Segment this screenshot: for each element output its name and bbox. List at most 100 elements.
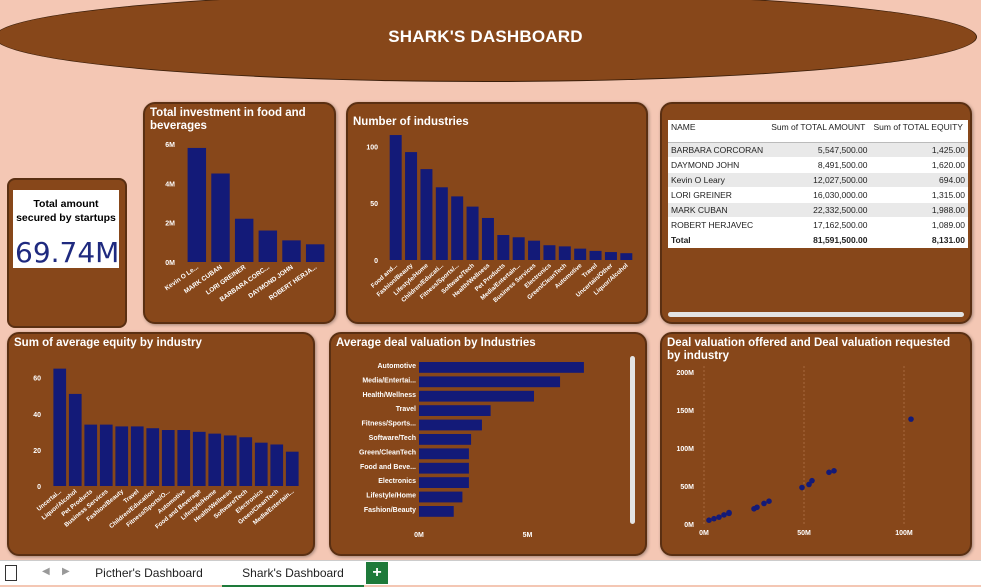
- chart-bar: [68, 393, 82, 486]
- y-tick-label: 6M: [165, 142, 175, 149]
- industries-count-panel[interactable]: Number of industries 100 50 0 Food and... Fa…: [346, 102, 648, 324]
- chart-bar: [270, 444, 284, 486]
- chart-bar: [99, 424, 113, 486]
- chart-bar: [419, 434, 472, 445]
- col-equity-header[interactable]: Sum of TOTAL EQUITY: [870, 120, 968, 143]
- chart-bar: [282, 240, 301, 262]
- y-tick-label: 40: [33, 412, 41, 419]
- chart-bar: [419, 419, 482, 431]
- tab-shark-dashboard[interactable]: Shark's Dashboard: [222, 561, 364, 587]
- scatter-point: [721, 512, 727, 518]
- table-row[interactable]: DAYMOND JOHN 8,491,500.00 1,620.00: [668, 157, 968, 173]
- cell-equity: 1,425.00: [870, 142, 968, 158]
- chart-bar: [192, 431, 206, 486]
- dashboard-title: SHARK'S DASHBOARD: [388, 27, 583, 46]
- y-category-label: Travel: [396, 406, 416, 413]
- cell-equity: 694.00: [870, 172, 968, 188]
- table-row[interactable]: LORI GREINER 16,030,000.00 1,315.00: [668, 187, 968, 203]
- y-category-label: Fashion/Beauty: [364, 507, 416, 514]
- shark-table-panel[interactable]: NAME Sum of TOTAL AMOUNT Sum of TOTAL EQ…: [660, 102, 972, 324]
- y-category-label: Lifestyle/Home: [366, 493, 416, 500]
- add-sheet-button[interactable]: +: [366, 562, 388, 584]
- col-name-header[interactable]: NAME: [668, 120, 769, 143]
- prev-sheet-arrow-icon[interactable]: ◀: [42, 566, 50, 577]
- y-category-label: Electronics: [378, 478, 416, 485]
- chart-bar: [389, 135, 402, 260]
- chart-bar: [419, 390, 535, 402]
- y-tick-label: 200M: [676, 370, 694, 377]
- y-tick-label: 2M: [165, 221, 175, 228]
- chart-bar: [53, 368, 67, 486]
- chart-bar: [435, 187, 448, 260]
- col-amount-header[interactable]: Sum of TOTAL AMOUNT: [768, 120, 871, 143]
- table-row[interactable]: ROBERT HERJAVEC 17,162,500.00 1,089.00: [668, 217, 968, 233]
- deal-scatter-panel[interactable]: Deal valuation offered and Deal valuatio…: [660, 332, 972, 556]
- industries-count-title: Number of industries: [353, 116, 469, 128]
- cell-equity: 1,988.00: [870, 202, 968, 218]
- cell-amount: 17,162,500.00: [768, 217, 871, 233]
- scatter-point: [826, 469, 832, 476]
- scatter-point: [754, 504, 760, 511]
- cell-name: MARK CUBAN: [668, 202, 769, 218]
- food-investment-panel[interactable]: Total investment in food and beverages 6…: [143, 102, 336, 324]
- chart-bar: [419, 362, 584, 373]
- y-tick-label: 100: [366, 144, 378, 151]
- x-tick-label: 100M: [895, 530, 913, 537]
- chart-bar: [239, 437, 253, 486]
- table-horizontal-scrollbar[interactable]: [668, 312, 964, 317]
- y-category-label: Media/Entertai...: [362, 377, 416, 384]
- chart-bar: [146, 428, 160, 486]
- scatter-point: [706, 517, 712, 523]
- chart-bar: [211, 173, 230, 262]
- valuation-vertical-scrollbar[interactable]: [630, 356, 635, 524]
- chart-bar: [208, 433, 222, 486]
- y-category-label: Health/Wellness: [362, 392, 416, 399]
- chart-bar: [528, 240, 541, 260]
- y-tick-label: 4M: [165, 181, 175, 188]
- chart-bar: [419, 477, 469, 488]
- chart-bar: [177, 430, 191, 486]
- cell-equity: 1,089.00: [870, 217, 968, 233]
- x-tick-label: 5M: [523, 532, 533, 539]
- cell-equity: 1,620.00: [870, 157, 968, 173]
- chart-bar: [234, 218, 254, 262]
- avg-valuation-panel[interactable]: Average deal valuation by Industries Aut…: [329, 332, 647, 556]
- x-tick-label: 0M: [699, 530, 709, 537]
- chart-bar: [258, 230, 278, 262]
- next-sheet-arrow-icon[interactable]: ▶: [62, 566, 70, 577]
- cell-amount: 16,030,000.00: [768, 187, 871, 203]
- chart-bar: [419, 462, 469, 474]
- chart-bar: [620, 253, 633, 260]
- table-row[interactable]: MARK CUBAN 22,332,500.00 1,988.00: [668, 202, 968, 218]
- total-label: Total: [668, 232, 769, 248]
- y-category-label: Green/CleanTech: [359, 449, 416, 456]
- dashboard-title-banner: SHARK'S DASHBOARD: [0, 0, 977, 82]
- avg-equity-panel[interactable]: Sum of average equity by industry 60 40 20…: [7, 332, 315, 556]
- y-category-label: Fitness/Sports...: [362, 421, 417, 428]
- total-amount: 81,591,500.00: [768, 232, 871, 248]
- chart-bar: [512, 237, 525, 260]
- table-row[interactable]: Kevin O Leary 12,027,500.00 694.00: [668, 172, 968, 188]
- chart-bar: [543, 245, 556, 260]
- y-tick-label: 20: [33, 448, 41, 455]
- y-tick-label: 60: [33, 376, 41, 383]
- x-tick-label: 50M: [797, 530, 811, 537]
- chart-bar: [574, 248, 587, 260]
- chart-bar: [84, 424, 98, 486]
- cell-name: BARBARA CORCORAN: [668, 142, 769, 158]
- sheet-icon[interactable]: [5, 565, 17, 581]
- kpi-value: 69.74M: [15, 236, 120, 269]
- kpi-card[interactable]: Total amount secured by startups 69.74M: [7, 178, 127, 328]
- y-tick-label: 100M: [676, 446, 694, 453]
- cell-amount: 8,491,500.00: [768, 157, 871, 173]
- y-tick-label: 50: [370, 201, 378, 208]
- y-category-label: Food and Beve...: [360, 464, 416, 471]
- chart-bar: [419, 405, 491, 416]
- cell-name: Kevin O Leary: [668, 172, 769, 188]
- chart-bar: [285, 451, 299, 486]
- avg-equity-title: Sum of average equity by industry: [14, 337, 202, 349]
- tab-picther-dashboard[interactable]: Picther's Dashboard: [95, 566, 203, 580]
- table-row[interactable]: BARBARA CORCORAN 5,547,500.00 1,425.00: [668, 142, 968, 158]
